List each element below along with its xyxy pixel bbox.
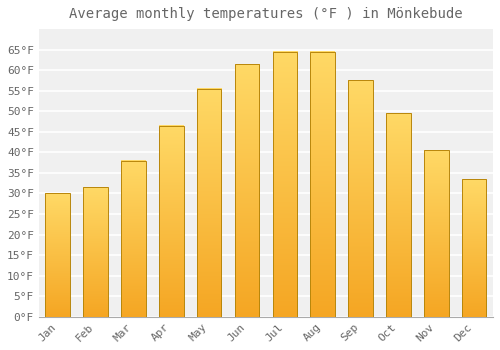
Bar	[386, 113, 410, 317]
Bar	[310, 52, 335, 317]
Bar	[462, 179, 486, 317]
Bar	[121, 161, 146, 317]
Bar	[84, 187, 108, 317]
Title: Average monthly temperatures (°F ) in Mönkebude: Average monthly temperatures (°F ) in Mö…	[69, 7, 462, 21]
Bar	[424, 150, 448, 317]
Bar	[348, 80, 373, 317]
Bar	[272, 52, 297, 317]
Bar	[234, 64, 260, 317]
Bar	[159, 126, 184, 317]
Bar	[197, 89, 222, 317]
Bar	[46, 194, 70, 317]
